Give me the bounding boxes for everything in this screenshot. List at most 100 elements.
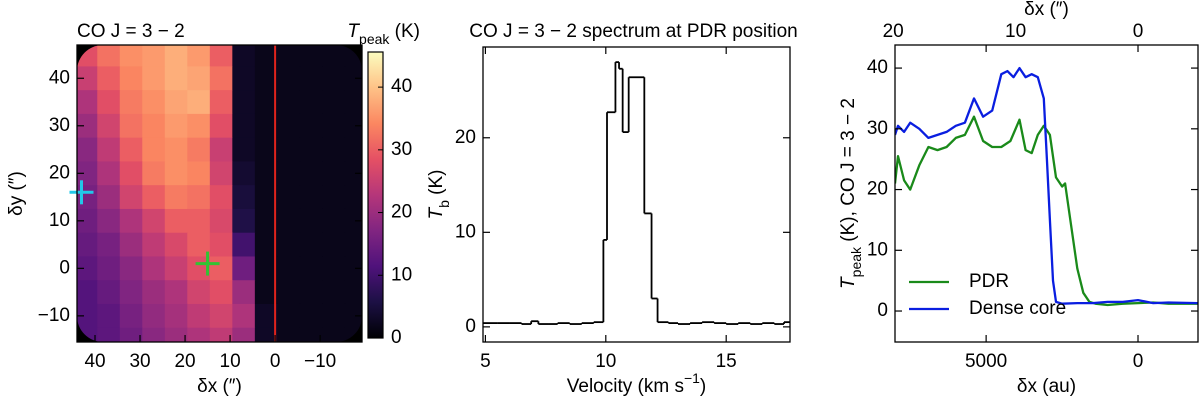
map-pixel — [322, 256, 346, 281]
map-pixel — [232, 232, 256, 257]
map-pixel — [299, 232, 323, 257]
map-pixel — [254, 208, 278, 234]
map-pixel — [119, 185, 143, 210]
map-pixel — [299, 137, 323, 162]
map-pixel — [119, 208, 143, 234]
label-symbol: T — [838, 276, 859, 289]
map-pixel — [187, 208, 211, 234]
map-pixel — [164, 66, 188, 91]
map-pixel — [187, 137, 211, 162]
colorbar-tick-label: 20 — [391, 202, 412, 223]
map-pixel — [164, 185, 188, 210]
label-subscript: b — [436, 200, 452, 208]
x-axis-label: δx (au) — [1017, 376, 1076, 397]
map-pixel — [254, 327, 278, 342]
map-pixel — [142, 137, 166, 162]
map-pixel — [77, 113, 98, 139]
map-pixel — [344, 113, 362, 139]
colorbar-tick-label: 10 — [391, 264, 412, 285]
map-pixel — [164, 256, 188, 281]
map-pixel — [322, 45, 346, 67]
map-pixel — [119, 280, 143, 305]
y-tick-label: 0 — [465, 316, 476, 337]
map-image — [77, 45, 362, 342]
y-tick-label: 20 — [455, 127, 476, 148]
label-unit: (K), CO J = 3 − 2 — [838, 98, 859, 247]
map-pixel — [97, 303, 121, 329]
colorbar-tick-label: 40 — [391, 76, 412, 97]
map-pixel — [119, 232, 143, 257]
map-pixel — [142, 208, 166, 234]
map-pixel — [97, 327, 121, 342]
map-pixel — [164, 303, 188, 329]
map-pixel — [254, 161, 278, 186]
map-pixel — [322, 185, 346, 210]
x-tick-label: 30 — [129, 351, 150, 372]
x-tick-label: −10 — [304, 351, 336, 372]
colorbar-label: Tpeak (K) — [347, 21, 420, 47]
map-pixel — [277, 232, 301, 257]
label-subscript: peak — [359, 31, 390, 47]
map-pixel — [97, 208, 121, 234]
map-pixel — [77, 66, 98, 91]
x-tick-label: 40 — [84, 351, 105, 372]
y-tick-label: 10 — [867, 239, 888, 260]
map-pixel — [187, 161, 211, 186]
map-pixel — [232, 90, 256, 115]
x2-tick-label: 10 — [1005, 21, 1026, 42]
x-axis-label: δx (″) — [197, 376, 242, 397]
map-pixel — [164, 113, 188, 139]
map-pixel — [187, 327, 211, 342]
map-pixel — [277, 113, 301, 139]
map-pixel — [209, 66, 233, 91]
map-pixel — [209, 327, 233, 342]
map-pixel — [142, 113, 166, 139]
map-pixel — [164, 280, 188, 305]
map-pixel — [232, 161, 256, 186]
y-tick-label: 20 — [867, 179, 888, 200]
plot-area — [483, 61, 790, 325]
map-pixel — [77, 90, 98, 115]
map-pixel — [344, 232, 362, 257]
map-pixel — [209, 208, 233, 234]
map-pixel — [119, 113, 143, 139]
map-pixel — [209, 137, 233, 162]
y-tick-label: 40 — [49, 67, 70, 88]
map-pixel — [187, 185, 211, 210]
label-symbol: T — [426, 207, 447, 220]
map-pixel — [344, 256, 362, 281]
map-pixel — [77, 137, 98, 162]
map-pixel — [232, 185, 256, 210]
map-pixel — [277, 45, 301, 67]
map-pixel — [119, 45, 143, 67]
map-pixel — [142, 161, 166, 186]
map-pixel — [232, 45, 256, 67]
map-pixel — [77, 303, 98, 329]
map-pixel — [164, 161, 188, 186]
map-pixel — [142, 327, 166, 342]
map-pixel — [277, 256, 301, 281]
x-axis-label: Velocity (km s−1) — [567, 370, 707, 397]
map-pixel — [97, 185, 121, 210]
y-tick-label: 30 — [867, 118, 888, 139]
map-pixel — [164, 208, 188, 234]
x-tick-label: 10 — [595, 351, 616, 372]
map-pixel — [97, 280, 121, 305]
map-pixel — [322, 208, 346, 234]
map-pixel — [187, 232, 211, 257]
map-pixel — [299, 90, 323, 115]
map-pixel — [277, 161, 301, 186]
map-pixel — [77, 161, 98, 186]
map-pixel — [232, 303, 256, 329]
label-end: ) — [700, 376, 706, 397]
map-pixel — [142, 45, 166, 67]
map-pixel — [232, 208, 256, 234]
map-pixel — [209, 232, 233, 257]
y-tick-label: 10 — [455, 221, 476, 242]
map-pixel — [119, 137, 143, 162]
map-pixel — [97, 137, 121, 162]
map-pixel — [299, 280, 323, 305]
map-pixel — [97, 161, 121, 186]
map-pixel — [77, 208, 98, 234]
plot-area — [895, 66, 1198, 307]
